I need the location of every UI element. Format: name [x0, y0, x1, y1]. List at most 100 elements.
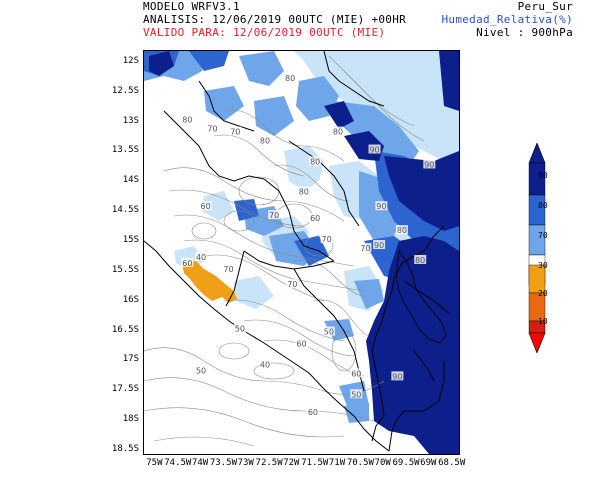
- rh-20-30-shading: [182, 261, 237, 303]
- colorbar-label-90: 90: [538, 171, 548, 180]
- contour-value-label: 60: [181, 257, 194, 268]
- lat-tick-label: 12.5S: [111, 85, 139, 96]
- contour-value-text: 80: [299, 187, 309, 196]
- contour-value-label: 70: [359, 243, 372, 253]
- contour-value-label: 80: [181, 114, 194, 125]
- contour-value-text: 90: [374, 241, 384, 250]
- contour-value-label: 80: [332, 126, 345, 137]
- model-title: MODELO WRFV3.1: [143, 0, 240, 13]
- contour-value-text: 90: [369, 146, 379, 155]
- contour-labels: 80 70 70 80 80 80 80 90 90 60 70 80 60 70 90 80 70 90 80 60…: [181, 72, 436, 417]
- contour-value-text: 50: [351, 390, 361, 399]
- contour-value-label: 50: [322, 326, 335, 337]
- contour-value-text: 60: [201, 202, 211, 211]
- lat-tick-label: 12S: [122, 55, 139, 66]
- contour-value-label: 40: [195, 251, 208, 262]
- lat-tick-label: 18S: [122, 414, 139, 425]
- contour-value-text: 80: [285, 74, 295, 83]
- contour-value-label: 50: [233, 323, 246, 334]
- contour-value-text: 80: [333, 128, 343, 137]
- contour-value-label: 70: [320, 234, 333, 244]
- colorbar-label-20: 20: [538, 289, 548, 298]
- colorbar-label-70: 70: [538, 231, 548, 240]
- lon-tick-label: 69W: [420, 458, 437, 468]
- contour-value-label: 90: [373, 240, 386, 250]
- contour-value-text: 90: [376, 202, 386, 211]
- contour-value-text: 40: [196, 253, 206, 262]
- contour-value-label: 80: [309, 156, 322, 166]
- lon-tick-label: 70.5W: [346, 458, 374, 468]
- humidity-contours: [144, 55, 425, 447]
- lon-tick-label: 73W: [237, 458, 254, 468]
- contour-value-label: 50: [350, 389, 363, 399]
- lat-tick-label: 17S: [122, 354, 139, 365]
- contour-value-text: 60: [182, 259, 192, 268]
- contour-value-text: 80: [415, 256, 425, 265]
- variable-title: Humedad_Relativa(%): [441, 13, 573, 26]
- contour-value-text: 80: [310, 157, 320, 166]
- lat-tick-label: 13.5S: [111, 145, 139, 156]
- colorbar-80-90: [528, 194, 546, 226]
- contour-value-label: 90: [375, 201, 388, 211]
- contour-value-text: 70: [269, 211, 279, 220]
- contour-value-text: 60: [351, 369, 361, 378]
- contour-value-label: 90: [423, 159, 436, 169]
- lon-tick-label: 74W: [191, 458, 209, 468]
- lat-tick-label: 14S: [122, 175, 139, 186]
- lon-tick-label: 70W: [374, 458, 391, 468]
- lon-tick-label: 71W: [328, 458, 346, 468]
- contour-value-text: 70: [230, 128, 240, 137]
- contour-value-text: 60: [296, 340, 306, 349]
- contour-value-text: 70: [322, 235, 332, 244]
- lat-tick-label: 18.5S: [111, 444, 139, 454]
- contour-value-label: 90: [391, 371, 404, 381]
- lon-tick-label: 69.5W: [392, 458, 420, 468]
- valid-line: VALIDO PARA: 12/06/2019 00UTC (MIE): [143, 26, 386, 39]
- contour-value-text: 50: [196, 366, 206, 375]
- lat-tick-label: 16S: [122, 294, 139, 305]
- contour-value-label: 60: [309, 213, 322, 223]
- lake-titicaca: [395, 249, 447, 344]
- colorbar-top-arrow: [528, 143, 546, 164]
- contour-value-label: 90: [368, 144, 381, 155]
- contour-value-label: 50: [195, 365, 208, 375]
- lon-tick-label: 72.5W: [255, 458, 283, 468]
- contour-value-text: 40: [260, 360, 270, 369]
- colorbar-bottom-arrow: [528, 332, 546, 353]
- lon-tick-label: 75W: [146, 458, 163, 468]
- contour-value-text: 50: [324, 328, 334, 337]
- contour-value-text: 90: [424, 160, 434, 169]
- contour-value-label: 80: [284, 72, 297, 83]
- lat-tick-label: 14.5S: [111, 205, 139, 216]
- lon-tick-label: 74.5W: [164, 458, 192, 468]
- contour-value-label: 70: [206, 123, 219, 134]
- contour-value-text: 80: [182, 116, 192, 125]
- contour-value-text: 60: [308, 408, 318, 417]
- contour-value-label: 80: [297, 186, 310, 196]
- lat-tick-label: 15.5S: [111, 264, 139, 275]
- colorbar-70-80: [528, 224, 546, 256]
- contour-value-text: 80: [260, 137, 270, 146]
- contour-value-text: 70: [223, 265, 233, 274]
- contour-value-text: 70: [360, 244, 370, 253]
- contour-value-label: 60: [295, 338, 308, 349]
- relative-humidity-map: 80 70 70 80 80 80 80 90 90 60 70 80 60 70 90 80 70 90 80 60…: [144, 51, 459, 454]
- contour-value-text: 60: [310, 214, 320, 223]
- colorbar-label-30: 30: [538, 261, 548, 270]
- contour-value-label: 60: [306, 407, 319, 417]
- contour-value-label: 70: [268, 210, 281, 220]
- level-title: Nivel : 900hPa: [476, 26, 573, 39]
- lon-tick-label: 68.5W: [438, 458, 466, 468]
- contour-value-label: 80: [395, 225, 408, 235]
- contour-value-label: 80: [258, 135, 271, 146]
- lon-tick-label: 71.5W: [301, 458, 329, 468]
- lat-tick-label: 15S: [122, 235, 139, 246]
- political-borders: [144, 51, 450, 452]
- contour-value-text: 50: [235, 325, 245, 334]
- lat-tick-label: 13S: [122, 115, 139, 126]
- region-title: Peru_Sur: [517, 0, 573, 13]
- map-panel: 80 70 70 80 80 80 80 90 90 60 70 80 60 70 90 80 70 90 80 60…: [143, 50, 460, 455]
- contour-value-label: 80: [414, 254, 427, 265]
- contour-value-label: 60: [199, 201, 212, 211]
- contour-value-label: 70: [286, 278, 299, 289]
